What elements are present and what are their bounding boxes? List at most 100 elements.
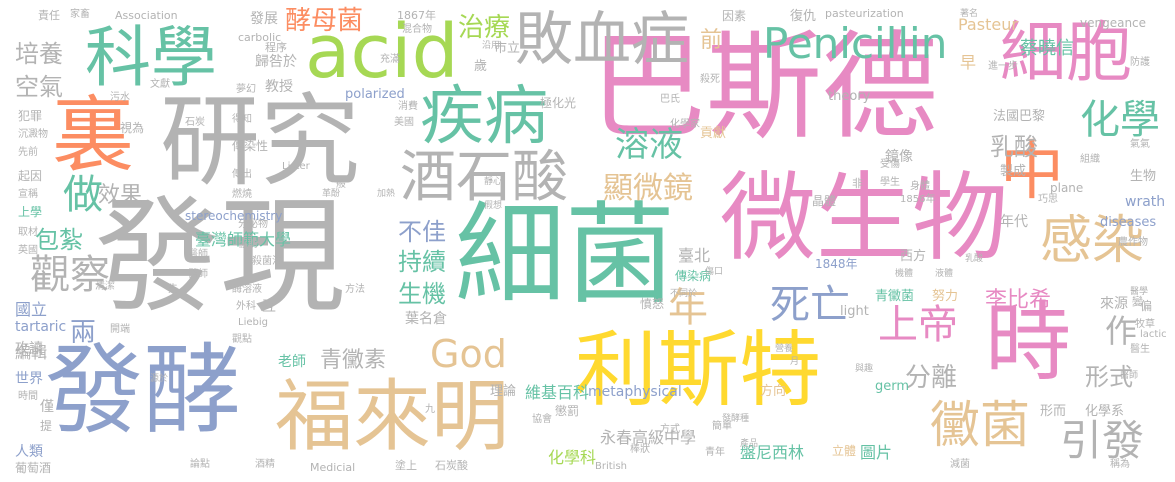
word-chem-dept: 化學科 (548, 448, 597, 467)
word-tartaric-acid: 酒石酸 (400, 145, 568, 210)
word-mold: 黴菌 (930, 396, 1030, 454)
word-metaphysical: metaphysical (588, 384, 682, 400)
word-western: 西方 (900, 249, 927, 264)
word-liebig-zh: 李比希 (985, 288, 1052, 313)
word-nutrition: 營養 (775, 344, 794, 354)
word-ferment-type: 發酵種 (722, 414, 750, 424)
word-student: 學生 (880, 177, 900, 188)
word-different: 不同於 (670, 289, 698, 299)
word-paris: 法國巴黎 (993, 109, 1046, 124)
word-sepsis: 敗血症 (515, 5, 690, 73)
word-light: light (840, 304, 869, 319)
word-carbol: 石炭 (185, 117, 205, 128)
word-phenol: 革酚 (322, 189, 341, 199)
word-treatment: 治療 (458, 13, 511, 43)
word-poor: 不佳 (398, 218, 446, 246)
word-medicial: Medicial (310, 461, 356, 474)
word-effort: 努力 (932, 289, 959, 304)
word-beginning: 開端 (110, 324, 130, 335)
word-pasteurization: pasteurization (825, 7, 904, 20)
word-famous: 著名 (960, 9, 979, 19)
word-effect: 效果 (98, 183, 143, 208)
word-death: 死亡 (770, 282, 850, 328)
word-study: 攻讀 (15, 341, 43, 357)
word-literature: 文獻 (150, 79, 170, 90)
word-enzyme-solution: 酶溶液 (232, 284, 262, 295)
word-pasteur-short: 巴氏 (660, 94, 680, 105)
word-crime: 犯罪 (18, 109, 43, 123)
word-uk: 英國 (18, 245, 38, 256)
word-called: 稱為 (1110, 459, 1130, 470)
word-observe: 觀察 (30, 252, 110, 298)
word-pasture: 牧草 (1135, 319, 1155, 330)
word-declare: 宣稱 (18, 189, 38, 200)
word-teacher: 老師 (278, 354, 306, 370)
word-science: 科學 (85, 19, 217, 96)
word-ye-ming-tsang: 葉名倉 (405, 311, 447, 327)
word-before: 前 (700, 28, 723, 53)
word-contagious: 傳染病 (675, 269, 712, 283)
word-taipei: 臺北 (678, 246, 711, 265)
word-further: 進一步 (988, 61, 1018, 72)
word-trigger: 引發 (1060, 416, 1145, 465)
word-hypothesis: 假想 (484, 201, 503, 211)
word-carbolic: carbolic (238, 31, 282, 44)
word-direction: 方向 (760, 384, 787, 399)
word-argument: 論點 (190, 459, 210, 470)
word-organism-2: 機體 (895, 269, 914, 279)
word-chem-dept-2: 化學系 (1085, 404, 1125, 419)
word-tartaric: tartaric (15, 319, 67, 335)
word-two: 兩 (70, 318, 97, 348)
word-general: 般 (336, 179, 346, 190)
word-develop: 發展 (250, 11, 278, 27)
word-duty: 責任 (38, 9, 60, 22)
word-physician-3: 醫師 (1120, 371, 1139, 381)
word-lister-en: Lister (282, 161, 310, 172)
word-cell: 細胞 (1000, 14, 1132, 91)
word-period: 時間 (18, 391, 38, 402)
word-ingenuity: 巧思 (1038, 194, 1058, 205)
word-physician-2: 醫師 (188, 269, 208, 280)
word-blame: 歸咎於 (255, 54, 297, 70)
word-polarized: polarized (345, 87, 405, 102)
word-municipal: 市立 (494, 41, 521, 56)
word-crop: 農作物 (1118, 237, 1148, 248)
word-british: British (595, 461, 627, 472)
word-school: 上學 (18, 205, 43, 219)
word-mention: 提 (40, 419, 53, 433)
word-form: 形式 (1085, 363, 1133, 391)
word-gas: 氣氣 (1130, 139, 1150, 150)
word-ntnu: 臺灣師範大學 (195, 230, 292, 249)
word-society: 協會 (532, 414, 552, 425)
word-first: 先 (168, 284, 178, 295)
word-continue: 持續 (398, 248, 446, 276)
word-material: 取材 (18, 227, 38, 238)
word-pasteur-zh: 巴斯德 (590, 20, 938, 155)
word-fermentation: 發酵 (45, 334, 242, 448)
word-chemist: 化學家 (670, 119, 700, 130)
word-factor: 因素 (722, 9, 747, 23)
word-organism: 生物 (1130, 169, 1157, 184)
word-physician: 醫師 (188, 249, 208, 260)
word-procedure: 程序 (265, 41, 287, 54)
word-plane: plane (1050, 181, 1084, 195)
word-wound: 傷口 (705, 267, 724, 277)
word-protect: 防護 (1130, 57, 1150, 68)
word-disease: 疾病 (420, 80, 548, 154)
word-penicillin-en: Penicillin (763, 19, 948, 68)
word-1856: 1856年 (900, 194, 936, 205)
word-apply: 塗上 (395, 459, 417, 472)
word-calm: 靜心 (484, 177, 503, 187)
word-make: 作 (1105, 312, 1138, 350)
word-time: 時 (985, 293, 1071, 393)
word-wikipedia: 維基百科 (525, 383, 590, 402)
word-professor: 教授 (265, 79, 293, 95)
word-edit: 編輯 (15, 343, 48, 362)
word-learn: 得知 (232, 114, 252, 125)
word-penicillium: 青黴菌 (875, 289, 915, 304)
word-national: 國立 (15, 300, 48, 319)
word-vengeance: vengeance (1080, 16, 1147, 30)
word-usa: 美國 (394, 117, 414, 128)
word-lactic: lactic (1140, 329, 1167, 340)
